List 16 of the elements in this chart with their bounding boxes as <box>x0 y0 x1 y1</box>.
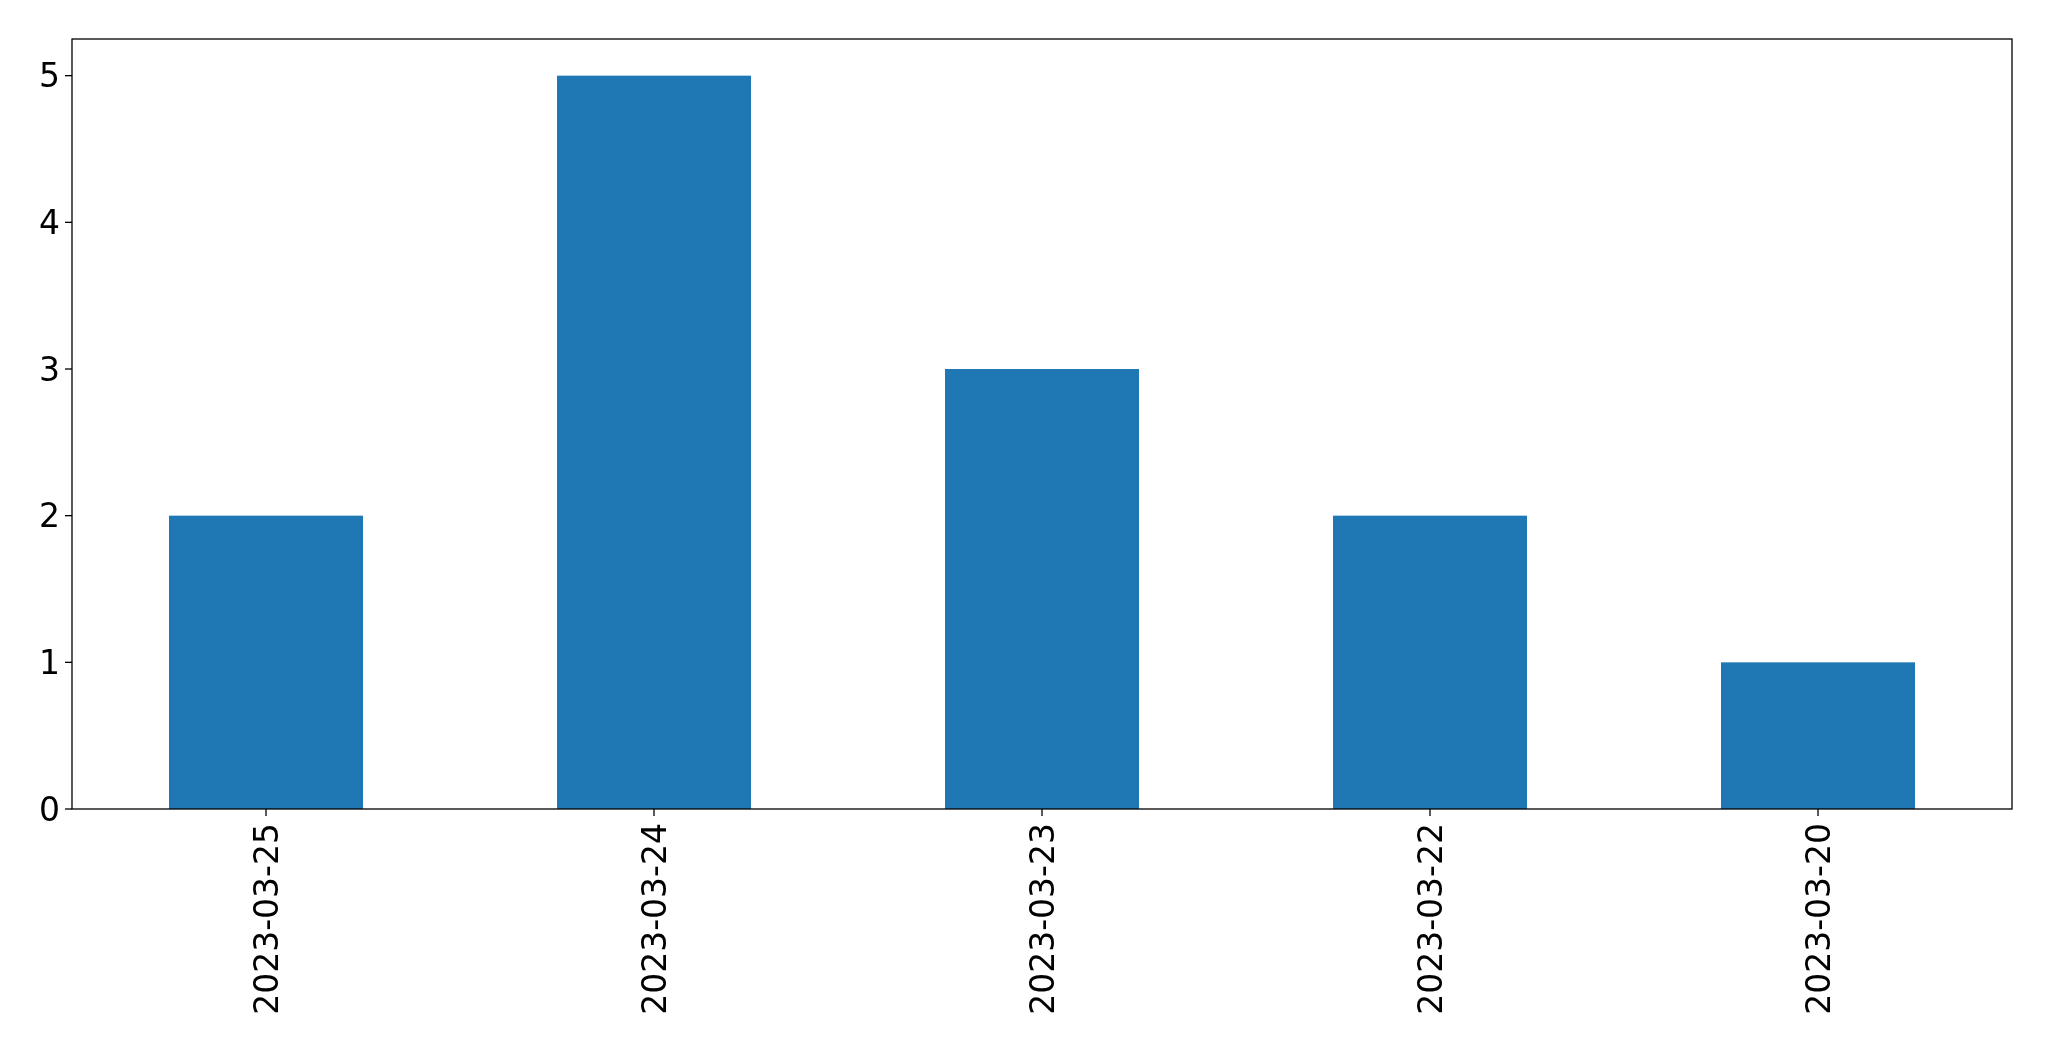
y-tick-label: 3 <box>39 349 60 389</box>
bar <box>557 75 751 809</box>
x-tick-label: 2023-03-24 <box>634 823 674 1015</box>
y-tick-label: 5 <box>39 56 60 96</box>
y-tick-label: 2 <box>39 496 60 536</box>
x-tick-label: 2023-03-23 <box>1022 823 1062 1015</box>
bar <box>1721 662 1915 809</box>
bar <box>1333 515 1527 809</box>
x-tick-label: 2023-03-22 <box>1410 823 1450 1015</box>
x-tick-label: 2023-03-20 <box>1798 823 1838 1015</box>
bar <box>169 515 363 809</box>
y-tick-label: 0 <box>39 789 60 829</box>
y-tick-label: 1 <box>39 642 60 682</box>
y-tick-label: 4 <box>39 202 60 242</box>
x-tick-label: 2023-03-25 <box>246 823 286 1015</box>
bar <box>945 369 1139 809</box>
